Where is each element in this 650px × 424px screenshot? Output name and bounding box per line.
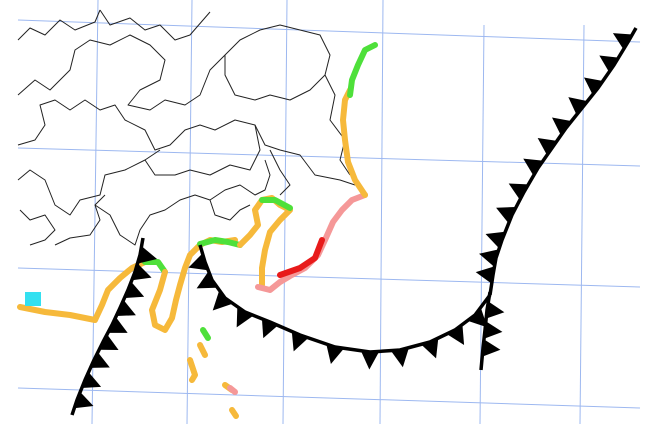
grid-line	[186, 0, 193, 424]
border-line	[269, 149, 291, 196]
map-shape	[25, 292, 41, 306]
map-line	[479, 291, 505, 371]
map-line	[70, 237, 158, 416]
border-line	[54, 194, 106, 246]
prefecture-borders	[17, 9, 356, 246]
border-line	[224, 55, 326, 101]
border-line	[17, 9, 101, 41]
border-line	[209, 199, 251, 221]
border-line	[144, 124, 261, 176]
map-line	[475, 27, 638, 296]
map-line	[259, 197, 293, 211]
map-line	[188, 244, 492, 370]
map-line	[347, 42, 378, 98]
map-line	[227, 385, 238, 395]
border-line	[17, 99, 356, 186]
border-line	[99, 9, 211, 41]
map-line	[197, 237, 243, 248]
border-line	[94, 159, 271, 246]
map-line	[200, 327, 211, 341]
border-line	[17, 149, 161, 216]
map-line	[229, 407, 239, 419]
border-line	[19, 209, 56, 246]
cold-fronts	[70, 27, 638, 416]
map-line	[340, 87, 368, 198]
